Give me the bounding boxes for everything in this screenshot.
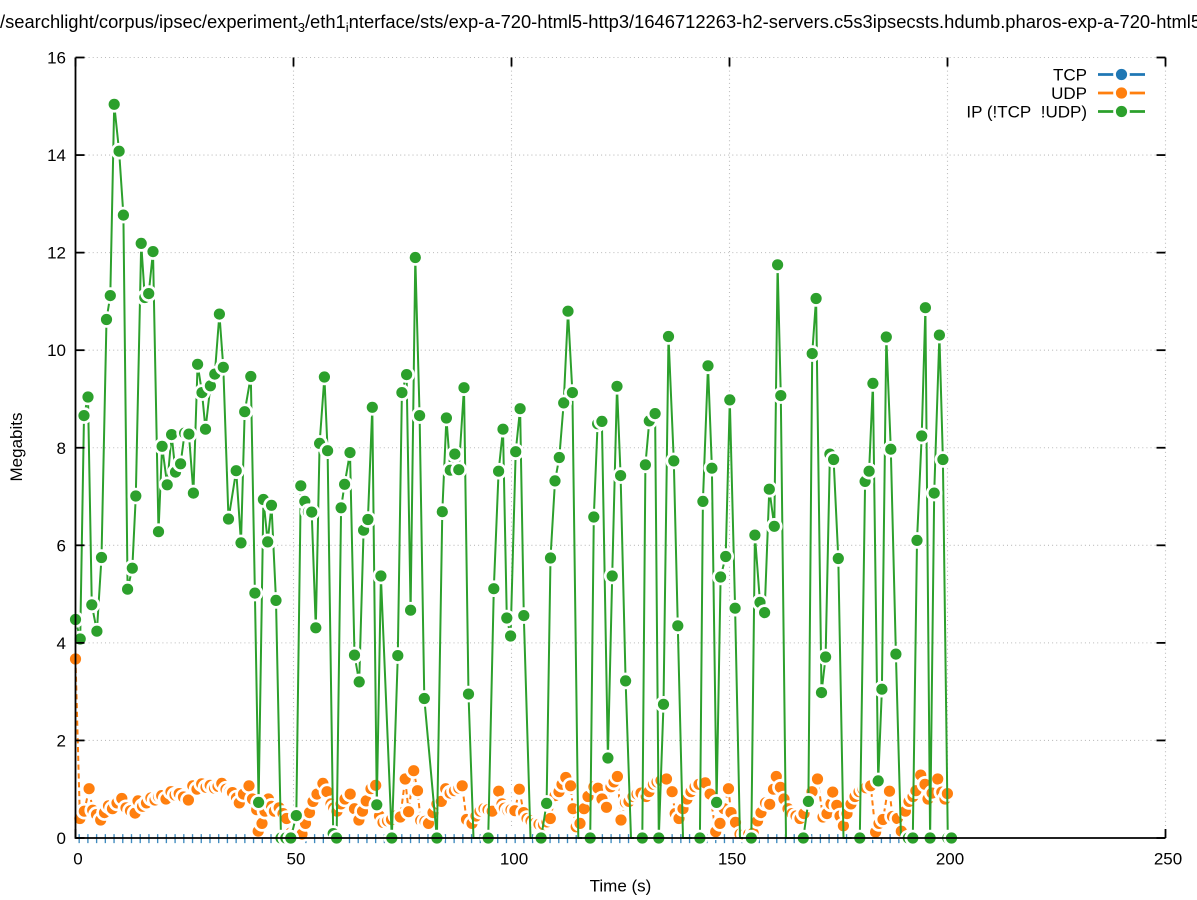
svg-text:150: 150 xyxy=(718,850,746,869)
svg-text:12: 12 xyxy=(47,244,66,263)
svg-text:10: 10 xyxy=(47,341,66,360)
svg-text:Megabits: Megabits xyxy=(7,413,26,482)
svg-text:16: 16 xyxy=(47,49,66,68)
svg-text:50: 50 xyxy=(287,850,306,869)
svg-text:14: 14 xyxy=(47,146,66,165)
svg-text:0: 0 xyxy=(73,850,82,869)
svg-text:250: 250 xyxy=(1154,850,1182,869)
svg-text:2: 2 xyxy=(57,731,66,750)
svg-text:TCP: TCP xyxy=(1053,66,1087,85)
svg-text:UDP: UDP xyxy=(1051,84,1087,103)
svg-text:Time (s): Time (s) xyxy=(590,877,652,896)
svg-text:8: 8 xyxy=(57,439,66,458)
svg-text:6: 6 xyxy=(57,536,66,555)
svg-text:100: 100 xyxy=(500,850,528,869)
svg-text:0: 0 xyxy=(57,829,66,848)
svg-text:IP (!TCP !UDP): IP (!TCP !UDP) xyxy=(966,103,1087,122)
svg-text:200: 200 xyxy=(936,850,964,869)
svg-text:/searchlight/corpus/ipsec/expe: /searchlight/corpus/ipsec/experiment3/et… xyxy=(0,11,1197,35)
svg-text:4: 4 xyxy=(57,634,66,653)
